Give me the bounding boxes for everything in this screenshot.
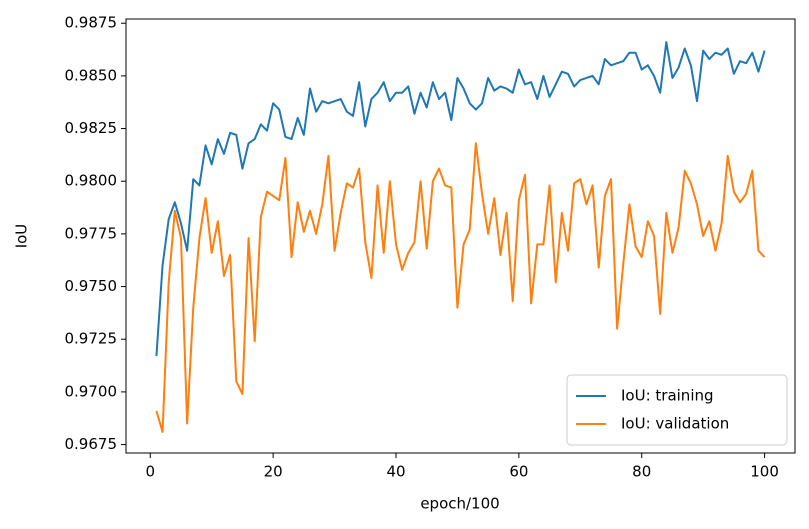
y-tick-label: 0.9850 xyxy=(65,66,118,84)
x-tick-label: 60 xyxy=(509,463,528,481)
y-tick-label: 0.9875 xyxy=(65,14,118,32)
y-tick-label: 0.9725 xyxy=(65,330,118,348)
data-line xyxy=(155,41,766,357)
legend-box xyxy=(566,374,788,446)
y-axis-label: IoU xyxy=(13,224,31,249)
y-tick-label: 0.9775 xyxy=(65,224,118,242)
x-tick-label: 80 xyxy=(632,463,651,481)
y-tick-label: 0.9825 xyxy=(65,119,118,137)
y-tick-label: 0.9800 xyxy=(65,172,118,190)
data-line xyxy=(155,142,766,433)
x-tick-label: 100 xyxy=(750,463,779,481)
x-tick-label: 0 xyxy=(145,463,155,481)
x-axis-label: epoch/100 xyxy=(420,495,499,513)
y-tick-label: 0.9675 xyxy=(65,435,118,453)
x-tick-label: 20 xyxy=(264,463,283,481)
x-tick-label: 40 xyxy=(386,463,405,481)
legend-label: IoU: training xyxy=(621,387,714,405)
legend-label: IoU: validation xyxy=(621,415,729,433)
y-tick-label: 0.9750 xyxy=(65,277,118,295)
plot-frame xyxy=(125,18,796,454)
y-tick-label: 0.9700 xyxy=(65,382,118,400)
